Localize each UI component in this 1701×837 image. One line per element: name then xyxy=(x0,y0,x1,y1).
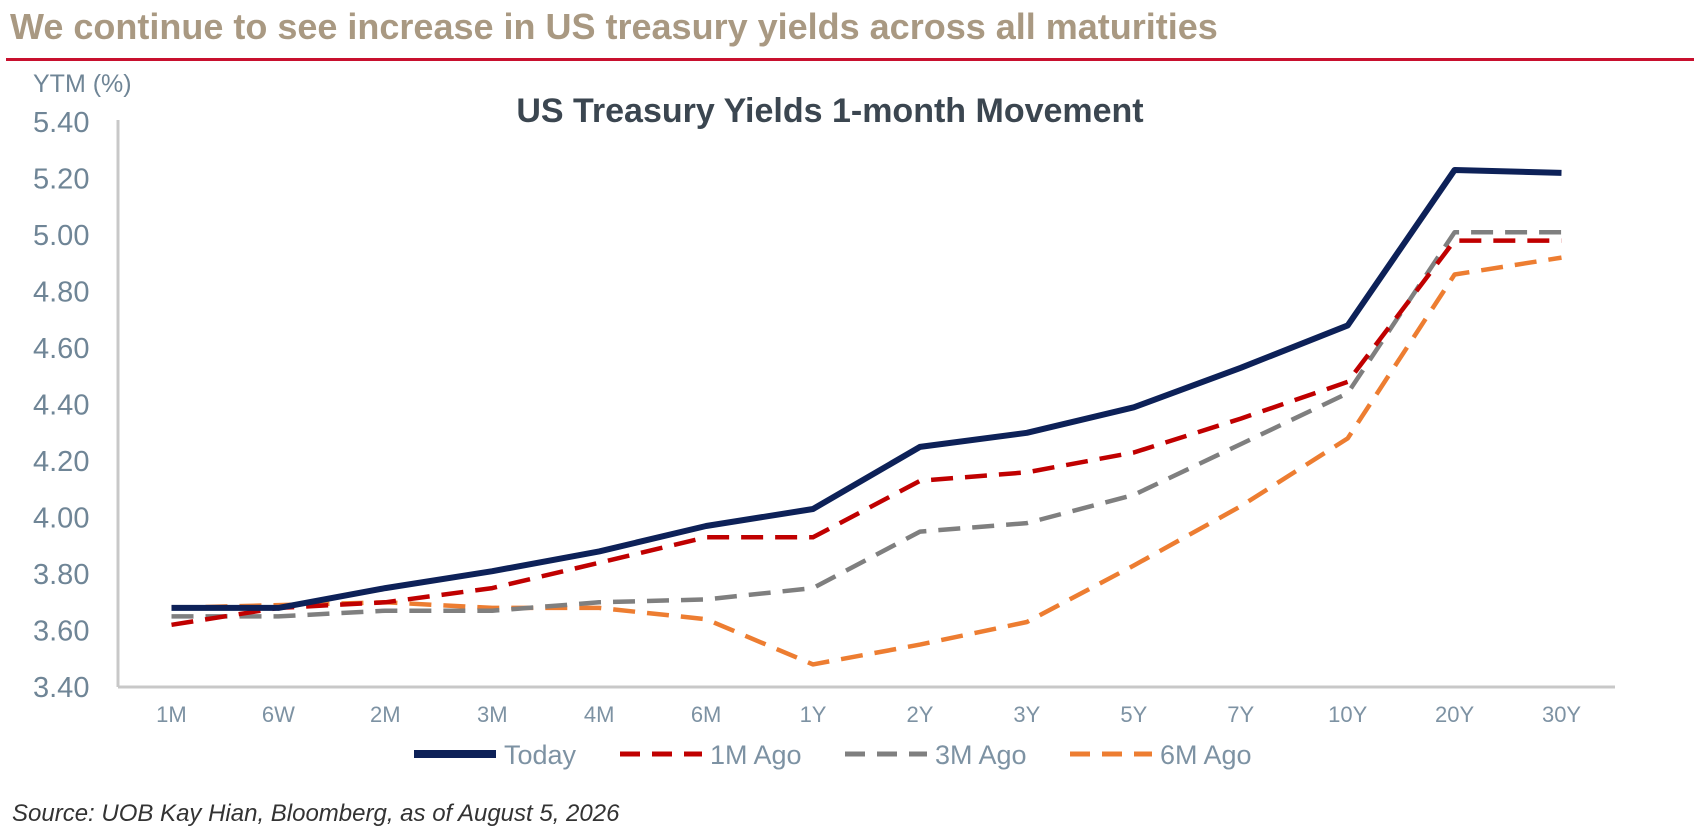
x-tick-label: 1M xyxy=(156,702,187,727)
x-tick-labels: 1M 6W 2M 3M 4M 6M 1Y 2Y 3Y 5Y 7Y 10Y 20Y 30Y xyxy=(156,702,1581,727)
page-headline: We continue to see increase in US treasu… xyxy=(10,6,1218,47)
y-tick-label: 4.00 xyxy=(33,503,89,535)
series-line-today xyxy=(171,167,1562,611)
y-tick-label: 4.20 xyxy=(33,446,89,478)
x-tick-label: 2M xyxy=(370,702,401,727)
y-tick-labels: 3.40 3.60 3.80 4.00 4.20 4.40 4.60 4.80 5.00 5.20… xyxy=(33,107,89,704)
chart-title: US Treasury Yields 1-month Movement xyxy=(516,92,1143,130)
y-tick-label: 4.60 xyxy=(33,333,89,365)
x-tick-label: 30Y xyxy=(1542,702,1581,727)
axes xyxy=(116,120,1615,689)
x-tick-label: 1Y xyxy=(800,702,827,727)
x-tick-label: 4M xyxy=(584,702,615,727)
headline-divider xyxy=(6,58,1694,61)
y-tick-label: 5.20 xyxy=(33,164,89,196)
x-tick-label: 6W xyxy=(262,702,295,727)
x-tick-label: 10Y xyxy=(1328,702,1367,727)
y-tick-label: 3.40 xyxy=(33,672,89,704)
x-tick-label: 3Y xyxy=(1013,702,1040,727)
series-lines xyxy=(171,167,1562,667)
legend-label: 3M Ago xyxy=(935,740,1027,770)
legend-label: 1M Ago xyxy=(710,740,802,770)
y-axis-label: YTM (%) xyxy=(33,70,132,98)
y-tick-label: 3.60 xyxy=(33,616,89,648)
x-tick-label: 2Y xyxy=(907,702,934,727)
y-tick-label: 5.40 xyxy=(33,107,89,139)
y-tick-label: 3.80 xyxy=(33,559,89,591)
x-tick-label: 7Y xyxy=(1227,702,1254,727)
y-tick-label: 4.80 xyxy=(33,277,89,309)
x-tick-label: 5Y xyxy=(1120,702,1147,727)
x-tick-label: 6M xyxy=(691,702,722,727)
y-tick-label: 5.00 xyxy=(33,220,89,252)
source-note: Source: UOB Kay Hian, Bloomberg, as of A… xyxy=(12,800,620,827)
legend: Today 1M Ago 3M Ago 6M Ago xyxy=(414,740,1252,770)
y-tick-label: 4.40 xyxy=(33,390,89,422)
x-tick-label: 3M xyxy=(477,702,508,727)
legend-label: Today xyxy=(504,740,577,770)
series-line-1m-ago xyxy=(171,238,1562,628)
x-tick-label: 20Y xyxy=(1435,702,1474,727)
legend-label: 6M Ago xyxy=(1160,740,1252,770)
series-line-3m-ago xyxy=(171,229,1562,619)
